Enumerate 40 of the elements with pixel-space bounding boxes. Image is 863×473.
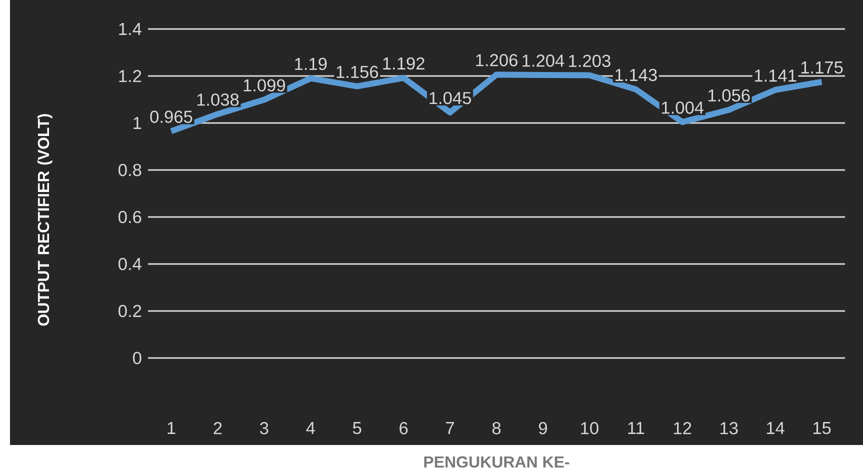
x-tick-label: 14	[766, 422, 784, 434]
y-tick-label: 0.4	[118, 258, 142, 270]
x-tick-label: 5	[352, 422, 362, 434]
data-label: 1.056	[708, 89, 750, 102]
x-tick-label: 8	[492, 422, 501, 434]
x-tick-label: 4	[306, 422, 315, 434]
data-label: 1.143	[616, 68, 657, 81]
data-label: 1.204	[522, 54, 564, 67]
x-tick-label: 7	[446, 422, 454, 434]
x-tick-label: 15	[813, 422, 831, 434]
data-label: 1.099	[244, 78, 286, 92]
data-label: 1.004	[662, 101, 704, 114]
data-label: 1.192	[383, 57, 424, 70]
y-tick-label: 0.8	[118, 164, 142, 176]
y-tick-label: 0.6	[118, 210, 142, 223]
x-tick-label: 10	[581, 422, 598, 434]
y-tick-label: 1.2	[119, 70, 142, 82]
data-label: 1.141	[754, 69, 796, 82]
data-label: 1.206	[476, 54, 518, 66]
x-tick-label: 12	[674, 422, 692, 434]
data-label: 1.19	[295, 58, 327, 70]
data-label: 1.156	[336, 66, 378, 78]
y-tick-label: 0	[132, 352, 142, 364]
x-tick-label: 6	[400, 422, 408, 434]
x-tick-label: 3	[260, 422, 268, 434]
x-axis-title: PENGUKURAN KE-	[424, 456, 570, 468]
data-label: 1.038	[197, 93, 239, 106]
data-label: 1.045	[430, 92, 471, 104]
x-tick-label: 11	[628, 422, 644, 434]
y-tick-label: 1	[134, 116, 142, 129]
x-tick-label: 2	[214, 422, 222, 434]
y-tick-label: 0.2	[118, 304, 142, 317]
x-tick-label: 9	[538, 422, 547, 434]
data-label: 1.175	[801, 61, 843, 74]
x-tick-label: 1	[168, 422, 176, 434]
x-tick-label: 13	[720, 422, 738, 434]
y-tick-label: 1.4	[119, 22, 142, 35]
data-label: 1.203	[569, 54, 610, 67]
data-label: 0.965	[150, 110, 192, 123]
y-axis-title: OUTPUT RECTIFIER (VOLT)	[37, 114, 52, 326]
